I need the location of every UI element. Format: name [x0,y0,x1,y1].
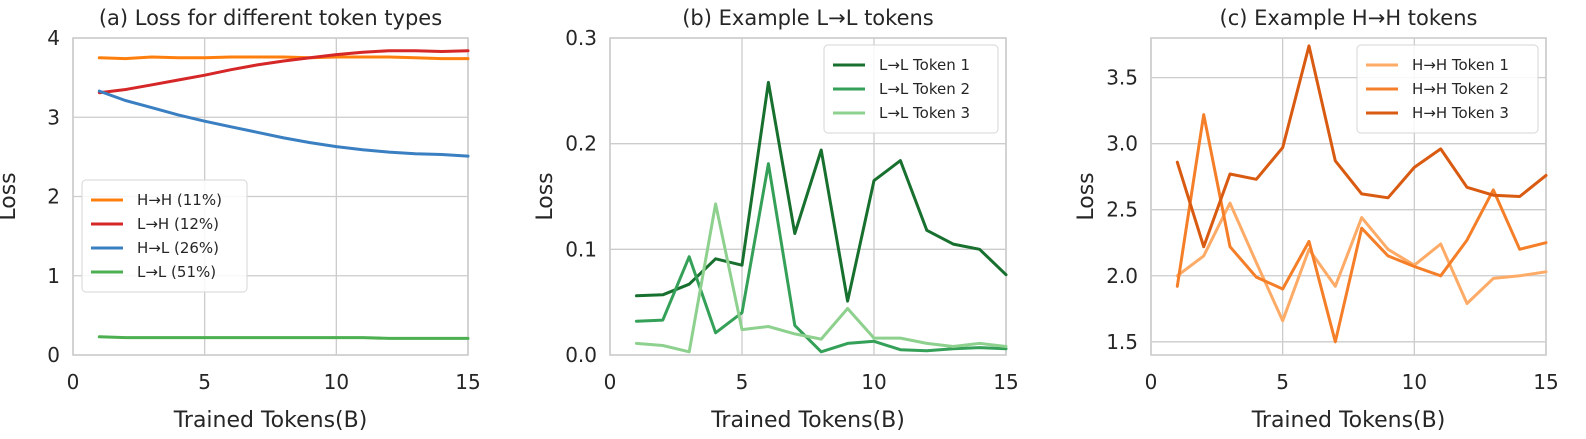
y-tick-label: 3.0 [1106,132,1138,156]
chart-title: (b) Example L→L tokens [682,6,934,30]
y-axis-label: Loss [0,172,21,220]
series-line-3 [1175,44,1548,249]
chart-title: (c) Example H→H tokens [1220,6,1478,30]
legend: L→L Token 1 L→L Token 2 L→L Token 3 [823,44,999,134]
series-line-3 [97,89,470,158]
x-axis-label: Trained Tokens(B) [710,408,905,433]
x-tick-label: 5 [736,370,749,394]
series-line-1 [1175,201,1548,323]
plot-frame [1150,37,1547,356]
x-tick-label: 0 [67,370,80,394]
x-tick-label: 10 [861,370,886,394]
legend: H→H (11%) L→H (12%) H→L (26%) L→L (51%) [81,179,248,293]
legend-label: H→H (11%) [137,191,222,209]
plot-frame [609,37,1007,356]
legend-label: L→L Token 1 [879,56,970,74]
legend-label: L→L (51%) [137,263,216,281]
series-line-2 [634,162,1008,354]
legend-label: L→H (12%) [137,215,219,233]
y-tick-label: 0.2 [565,132,597,156]
y-axis-label: Loss [1074,172,1099,220]
legend-box [81,179,248,293]
chart-title: (a) Loss for different token types [99,6,442,30]
legend-label: L→L Token 3 [879,104,970,122]
x-tick-label: 5 [198,370,211,394]
x-axis-label: Trained Tokens(B) [1251,408,1446,433]
plot-frame [72,37,469,356]
y-tick-label: 4 [47,26,60,50]
series-line-1 [634,80,1008,303]
series-line-3 [634,202,1008,354]
x-tick-label: 15 [993,370,1018,394]
y-tick-label: 3.5 [1106,66,1138,90]
series-line-1 [97,55,470,61]
legend-label: H→H Token 2 [1412,80,1509,98]
legend: H→H Token 1 H→H Token 2 H→H Token 3 [1356,44,1539,134]
chart-panel-1: 0 5 10 15 0 1 2 3 4 (a) Loss for different token … [0,6,481,433]
x-tick-label: 10 [324,370,349,394]
y-tick-label: 0.1 [565,237,597,261]
y-tick-label: 0 [47,343,60,367]
legend-label: H→H Token 3 [1412,104,1509,122]
y-tick-label: 1.5 [1106,330,1138,354]
legend-label: H→L (26%) [137,239,219,257]
legend-box [1356,44,1539,134]
series-line-2 [1175,113,1548,344]
x-tick-label: 10 [1402,370,1427,394]
y-tick-label: 0.0 [565,343,597,367]
series-line-2 [97,49,470,95]
x-tick-label: 15 [455,370,480,394]
y-tick-label: 2.5 [1106,198,1138,222]
y-tick-label: 3 [47,105,60,129]
legend-box [823,44,999,134]
x-tick-label: 0 [1145,370,1158,394]
legend-label: H→H Token 1 [1412,56,1509,74]
x-tick-label: 15 [1533,370,1558,394]
series-line-4 [97,335,470,340]
legend-label: L→L Token 2 [879,80,970,98]
y-tick-label: 2.0 [1106,264,1138,288]
x-tick-label: 5 [1276,370,1289,394]
x-axis-label: Trained Tokens(B) [173,408,368,433]
chart-panel-3: 0 5 10 15 1.5 2.0 2.5 3.0 3.5 (c) Example H→H tok… [1074,6,1559,433]
y-tick-label: 1 [47,264,60,288]
y-axis-label: Loss [533,172,558,220]
y-tick-label: 0.3 [565,26,597,50]
chart-panel-2: 0 5 10 15 0.0 0.1 0.2 0.3 (b) Example L→L tokens… [533,6,1019,433]
y-tick-label: 2 [47,185,60,209]
x-tick-label: 0 [604,370,617,394]
